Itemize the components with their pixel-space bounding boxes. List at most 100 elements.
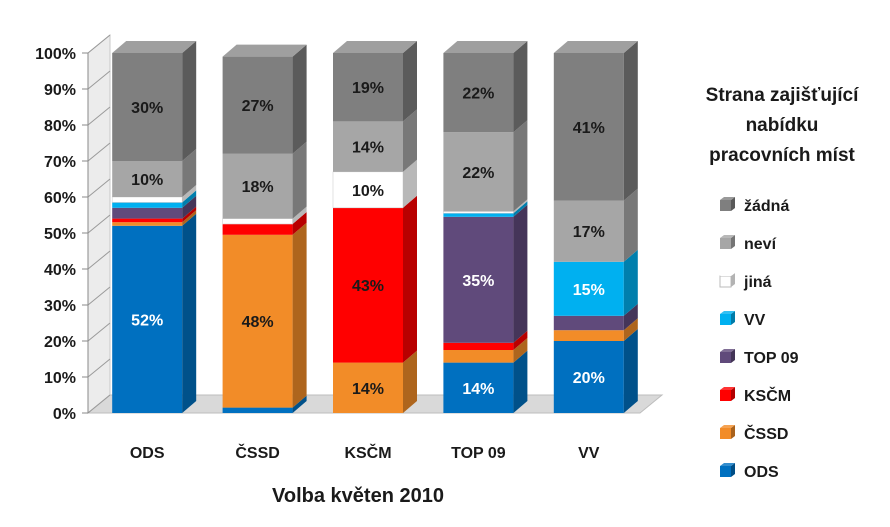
data-label: 20% [573,370,605,387]
legend-title-line: nabídku [746,115,819,136]
x-tick-label: KSČM [344,443,391,462]
gridline [87,286,111,306]
gridline [87,214,111,234]
bar-segment [112,210,197,226]
bar-segment [112,190,197,208]
legend-item: KSČM [720,386,791,405]
data-label: 48% [242,314,274,331]
data-label: 14% [352,140,384,157]
x-tick-label: VV [578,445,600,462]
gridline [87,322,111,342]
bar-segment [332,159,417,209]
x-tick-label: ODS [130,445,165,462]
legend-title-line: pracovních míst [709,145,855,166]
data-label: 27% [242,98,274,115]
bar-segment [112,149,197,197]
bar-segment [333,41,417,122]
gridline [87,142,111,162]
y-tick-label: 60% [44,190,76,207]
legend-item: jiná [719,273,772,291]
data-labels: 52% 10% 30% 48% 18% 27% 14% 43% 10% 14% 19% 14% 35% 2… [131,80,605,398]
y-axis: 0% 10% 20% 30% 40% 50% 60% 70% 80% 90% 100% [35,34,111,423]
bar-segment [443,120,528,212]
y-tick-label: 70% [44,154,76,171]
data-label: 30% [131,100,163,117]
legend-item: ČSSD [720,424,788,443]
bar-segment [553,318,638,341]
bar-segment [112,213,197,413]
data-label: 19% [352,80,384,97]
y-tick-label: 90% [44,82,76,99]
y-tick-label: 50% [44,226,76,243]
gridline [87,250,111,270]
data-label: 52% [131,312,163,329]
legend-item: ODS [720,463,779,481]
x-axis-title: Volba květen 2010 [272,485,444,507]
bar-segment [553,188,638,262]
y-tick-label: 40% [44,262,76,279]
x-tick-label: TOP 09 [451,445,506,462]
legend-swatch [719,275,732,288]
legend-swatch [720,200,731,211]
gridline [87,358,111,378]
bar-segment [443,338,528,363]
x-axis: ODS ČSSD KSČM TOP 09 VV [130,443,600,462]
data-label: 17% [573,224,605,241]
bar-segment [443,350,528,413]
legend-swatch [720,238,731,249]
legend-swatch [720,352,731,363]
data-label: 41% [573,120,605,137]
bar-segment [553,41,638,201]
bar-segment [333,350,417,413]
bar-segment [222,395,307,413]
legend-swatch [720,314,731,325]
bar-segment [222,212,307,235]
legend-label: žádná [744,198,789,215]
bar-segment [112,206,197,223]
bar-segment [443,201,528,217]
data-label: 43% [352,278,384,295]
data-label: 15% [573,282,605,299]
gridline [87,34,111,54]
legend-label: neví [744,236,777,253]
legend-label: ČSSD [744,424,788,443]
data-label: 10% [352,183,384,200]
y-tick-label: 20% [44,334,76,351]
legend-swatch [720,390,731,401]
bar-segment [333,109,417,172]
gridline [87,106,111,126]
bar-segment [112,195,197,219]
y-tick-label: 0% [53,406,76,423]
data-label: 18% [242,179,274,196]
gridline [87,394,111,414]
legend-label: KSČM [744,386,791,405]
legend-item: VV [720,311,766,329]
gridline [87,178,111,198]
y-tick-label: 30% [44,298,76,315]
bar-segment [553,303,638,331]
bar-segment [112,41,197,161]
legend-item: neví [720,235,777,253]
bar-segment [443,204,528,343]
y-tick-label: 100% [35,46,76,63]
y-tick-label: 80% [44,118,76,135]
bar-segment [443,41,528,133]
legend-label: jiná [743,274,772,291]
bar-segment [553,329,638,413]
x-tick-label: ČSSD [235,443,279,462]
legend-item: TOP 09 [720,349,799,367]
legend-swatch [720,428,731,439]
bars-group [111,41,638,413]
data-label: 22% [462,86,494,103]
bar-segment [222,141,307,219]
legend-label: ODS [744,464,779,481]
data-label: 35% [462,273,494,290]
gridline [87,70,111,90]
bar-segment [222,44,307,154]
bar-segment [553,249,638,316]
bar-segment [222,222,307,408]
data-label: 22% [462,165,494,182]
legend-label: VV [744,312,766,329]
legend-item: žádná [720,197,789,215]
